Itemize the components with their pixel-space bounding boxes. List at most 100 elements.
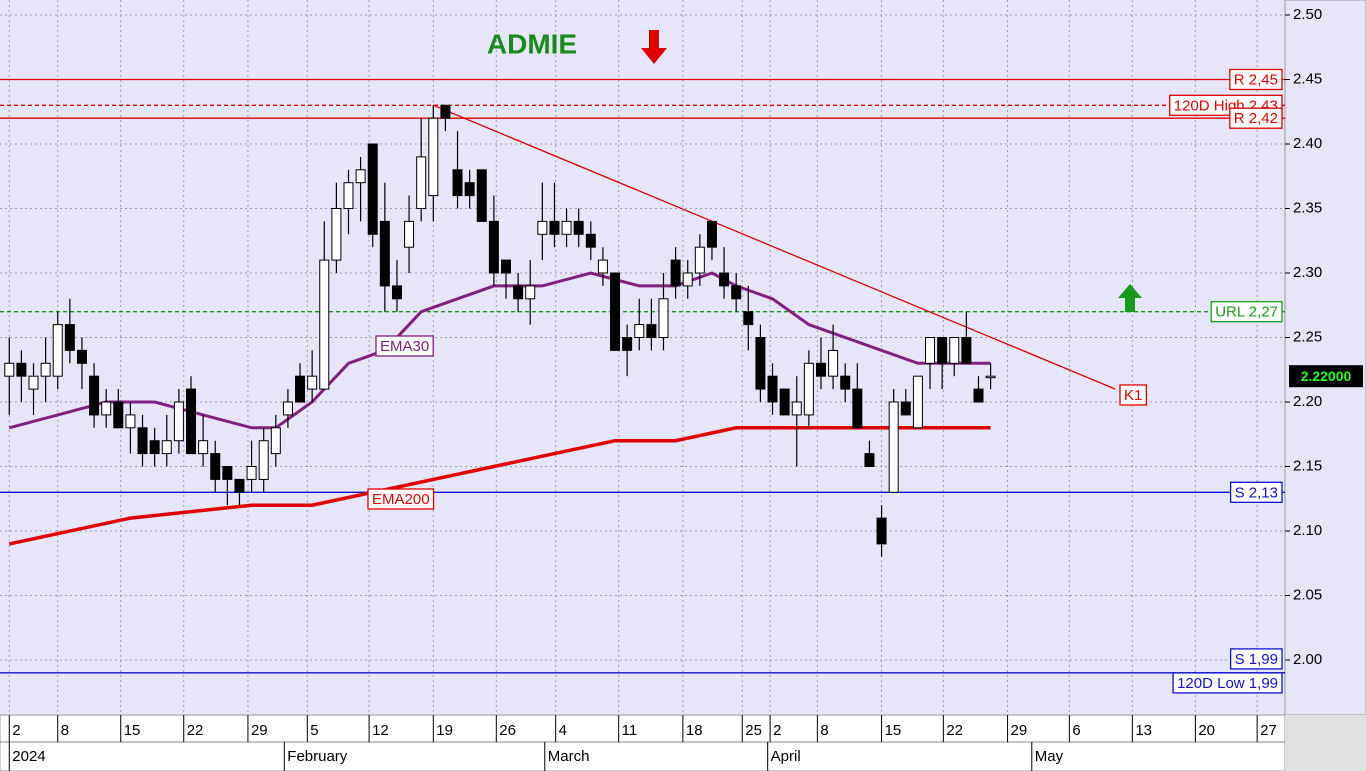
candle-body — [101, 401, 112, 416]
candle-body — [925, 337, 936, 364]
candle — [16, 350, 27, 402]
candle — [331, 182, 342, 273]
y-tick-label: 2.35 — [1293, 199, 1322, 216]
candle-body — [912, 375, 923, 429]
x-tick-label: 4 — [559, 722, 567, 739]
candle-body — [282, 401, 293, 416]
candle-body — [113, 401, 124, 429]
candle — [222, 466, 233, 506]
level-label-frame — [1210, 301, 1283, 323]
x-tick-label: 13 — [1135, 722, 1152, 739]
x-tick-label: 2 — [12, 722, 20, 739]
candle-body — [961, 337, 972, 364]
candle — [343, 169, 354, 235]
candle-body — [561, 220, 572, 235]
month-label: March — [548, 748, 590, 765]
candle — [731, 273, 742, 312]
level-label: S 1,99 — [1235, 651, 1278, 668]
candle — [755, 324, 766, 402]
candle-body — [985, 375, 996, 379]
x-tick-label: 26 — [499, 722, 516, 739]
y-tick-label: 2.45 — [1293, 70, 1322, 87]
candle — [64, 298, 75, 364]
x-tick-label: 15 — [885, 722, 902, 739]
candle-body — [573, 220, 584, 235]
series-label: EMA30 — [380, 338, 429, 355]
candle-body — [210, 453, 221, 480]
month-label: 2024 — [12, 748, 45, 765]
candle — [719, 247, 730, 299]
candle-body — [791, 401, 802, 416]
candle — [767, 363, 778, 415]
x-tick-label: 6 — [1072, 722, 1080, 739]
month-label: April — [771, 748, 801, 765]
level-label-frame — [1229, 481, 1283, 503]
last-price-box — [1289, 365, 1363, 388]
candle-body — [694, 246, 705, 274]
x-tick-label: 18 — [686, 722, 703, 739]
candle — [500, 259, 511, 299]
candle — [404, 195, 415, 273]
candle — [367, 143, 378, 248]
candle-body — [670, 259, 681, 287]
series-label-frame — [1119, 384, 1148, 406]
candle-body — [779, 388, 790, 416]
candle-body — [307, 375, 318, 390]
series-label: K1 — [1124, 387, 1142, 404]
series-label-box: K1 — [1119, 384, 1148, 406]
candle-body — [464, 182, 475, 197]
candle — [525, 260, 536, 325]
candle — [319, 221, 330, 390]
candle-body — [840, 375, 851, 390]
candle-body — [876, 517, 887, 545]
candle — [52, 311, 63, 390]
candle — [828, 324, 839, 390]
candle — [912, 375, 923, 429]
candle-body — [234, 478, 245, 493]
candle-body — [16, 362, 27, 377]
candle-body — [404, 220, 415, 248]
candle — [646, 298, 657, 351]
candle-body — [731, 285, 742, 300]
candle — [161, 414, 172, 467]
series-label-frame — [367, 488, 435, 510]
level-label: 120D Low 1,99 — [1177, 675, 1278, 692]
candle — [101, 389, 112, 428]
candle-body — [937, 337, 948, 364]
x-tick-label: 25 — [745, 722, 762, 739]
candle-body — [815, 362, 826, 377]
candle-body — [270, 427, 281, 455]
candle-body — [137, 427, 148, 455]
candle-body — [185, 388, 196, 455]
candle-body — [173, 401, 184, 442]
candle-body — [4, 362, 15, 377]
candle — [610, 272, 621, 351]
candle-body — [379, 220, 390, 287]
candle — [295, 363, 306, 403]
level-label: URL 2,27 — [1215, 304, 1278, 321]
y-tick-label: 2.15 — [1293, 457, 1322, 474]
candle-body — [549, 220, 560, 235]
candle-body — [622, 337, 633, 351]
plot-background — [0, 0, 1285, 715]
candle-body — [64, 324, 75, 351]
candle — [4, 337, 15, 415]
candle-body — [440, 104, 451, 119]
candle-body — [476, 169, 487, 222]
level-label-box: S 2,13 — [1229, 481, 1283, 503]
level-label: S 2,13 — [1235, 484, 1278, 501]
candle — [694, 234, 705, 286]
candle — [888, 389, 899, 493]
candle — [234, 478, 245, 506]
candle — [173, 389, 184, 454]
candle — [900, 389, 911, 416]
candle-body — [597, 259, 608, 274]
buy-arrow — [1118, 284, 1142, 312]
candle-body — [52, 324, 63, 377]
level-label: R 2,42 — [1234, 110, 1278, 127]
candle — [937, 337, 948, 390]
candle — [40, 337, 51, 402]
candle — [743, 285, 754, 351]
candle-body — [319, 259, 330, 390]
